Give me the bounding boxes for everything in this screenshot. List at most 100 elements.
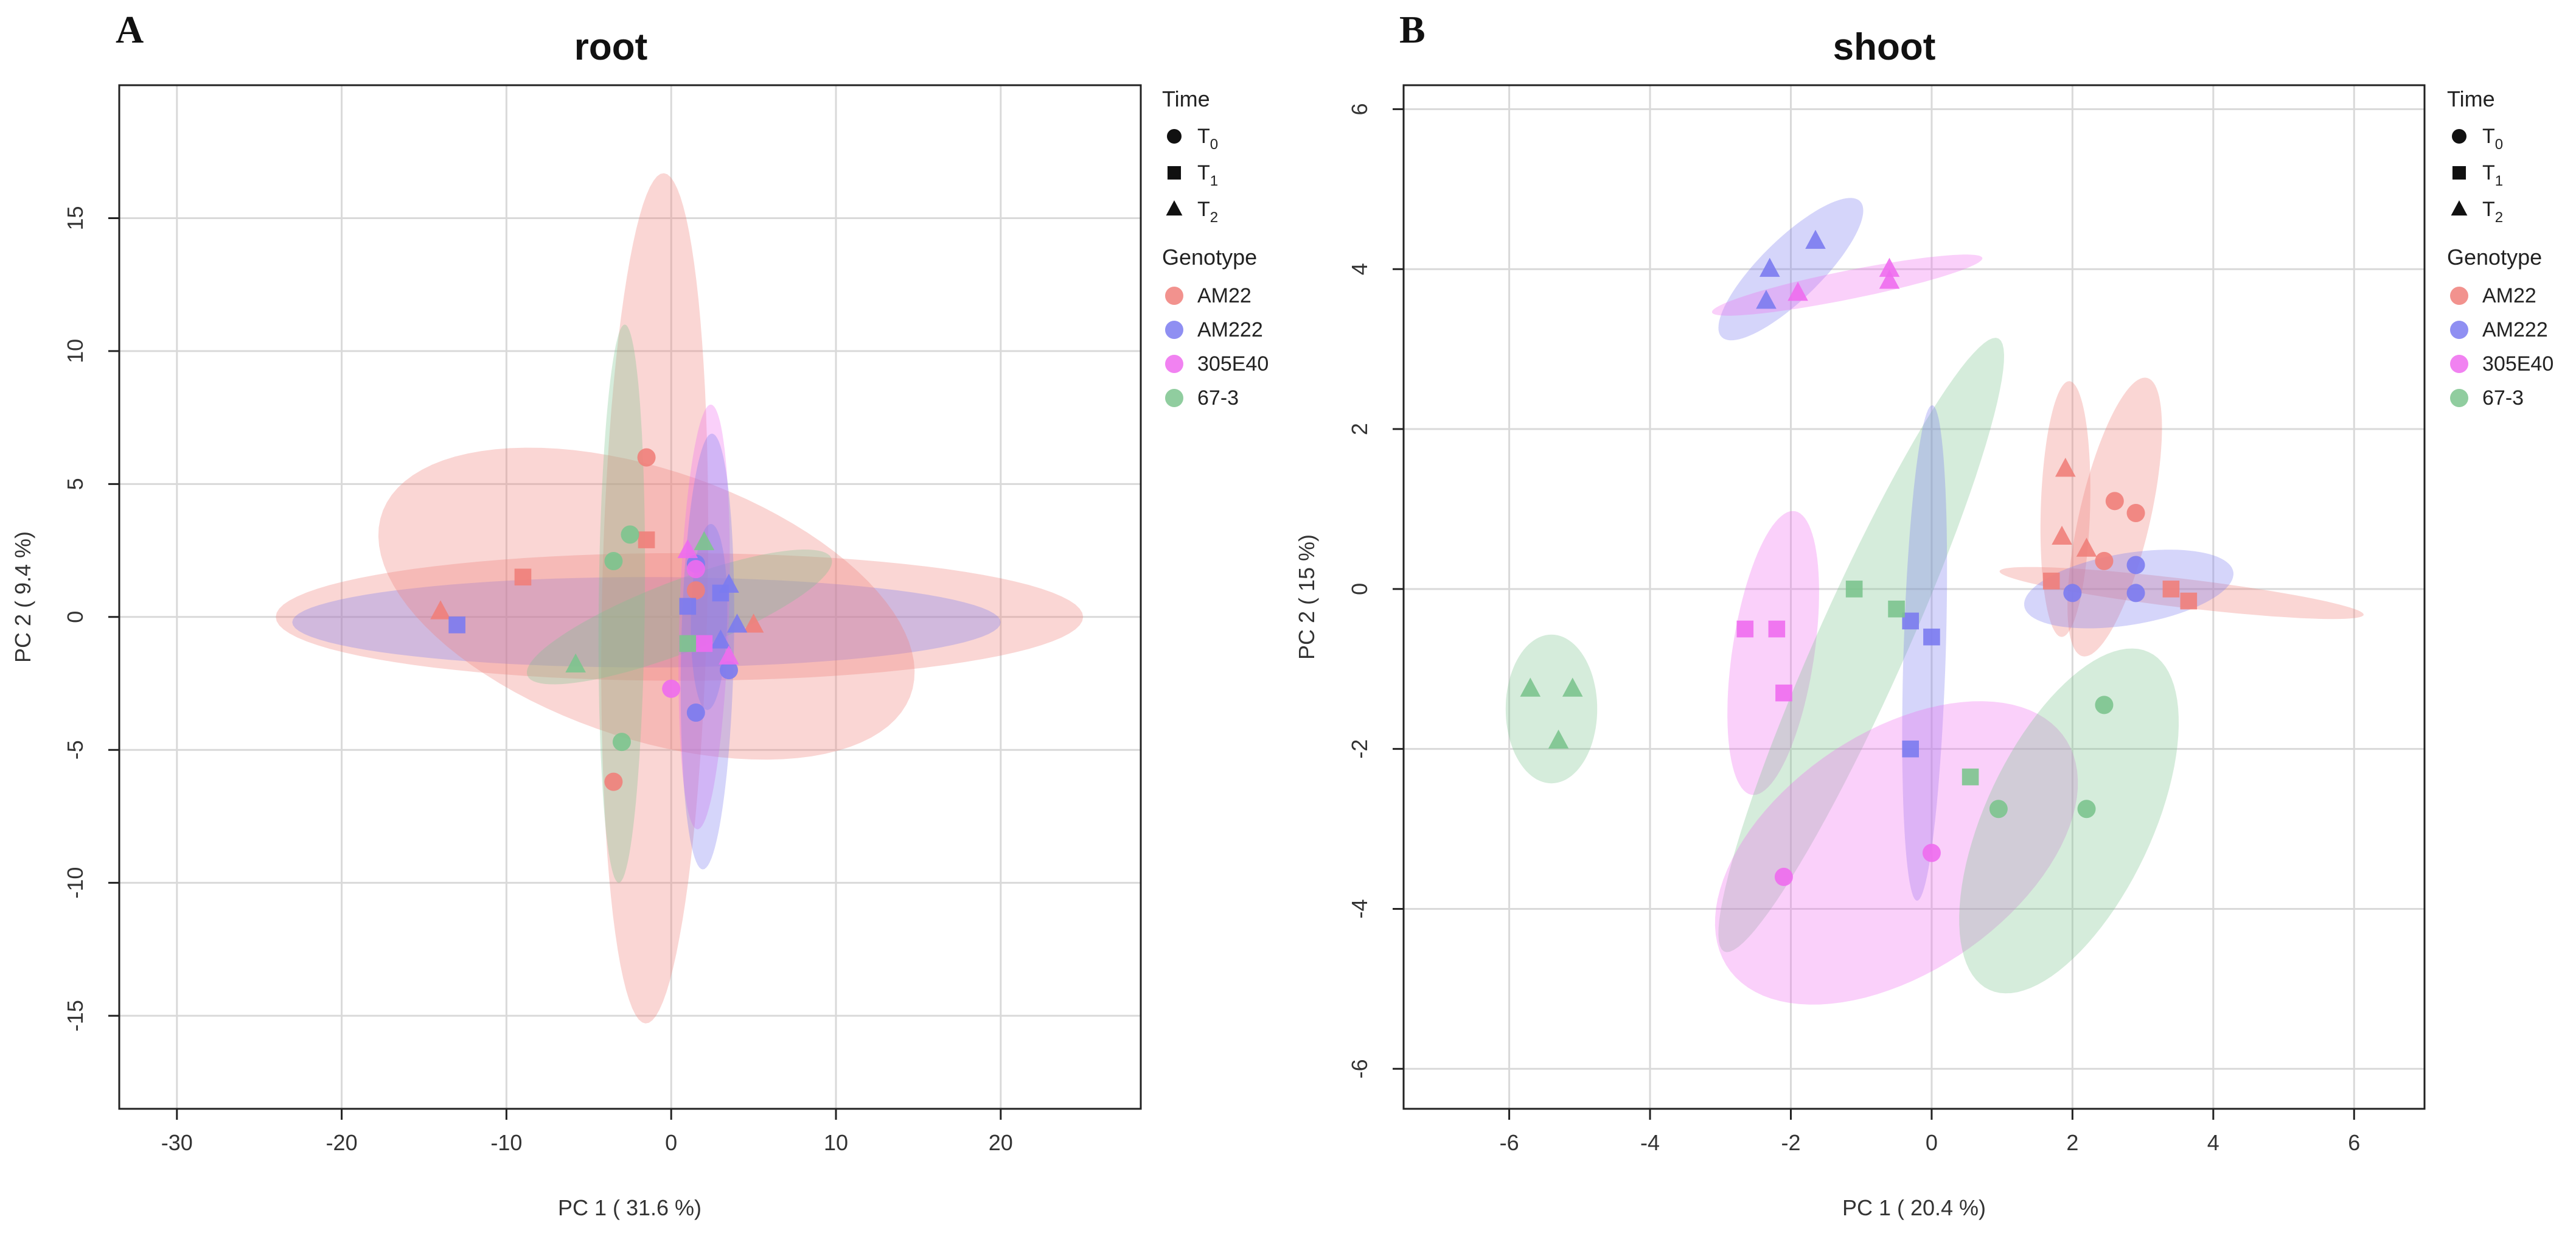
data-point-305e40-triangle bbox=[719, 645, 739, 665]
x-tick-label: 6 bbox=[2348, 1130, 2360, 1155]
y-tick-label: -5 bbox=[63, 740, 88, 759]
data-point-am222-circle bbox=[2063, 584, 2082, 602]
data-point-am22-triangle bbox=[2052, 525, 2072, 545]
legend-genotype-swatch bbox=[2450, 389, 2468, 407]
data-point-305e40-circle bbox=[662, 679, 681, 698]
data-point-305e40-triangle bbox=[1879, 270, 1900, 289]
data-point-am222-circle bbox=[2126, 556, 2145, 574]
data-point-am22-square bbox=[2042, 572, 2060, 590]
data-point-67-3-circle bbox=[604, 552, 623, 571]
data-point-67-3-triangle bbox=[565, 653, 586, 673]
ellipse-am22 bbox=[601, 173, 708, 1024]
x-axis-label-a: PC 1 ( 31.6 %) bbox=[558, 1195, 701, 1220]
legend-time-subscript: 0 bbox=[1210, 136, 1218, 153]
data-point-am22-triangle bbox=[430, 600, 451, 620]
legend-genotype-label: 305E40 bbox=[1197, 352, 1269, 375]
panel-letter-a: A bbox=[116, 8, 144, 51]
y-tick-label: 10 bbox=[63, 339, 88, 363]
legend-time-triangle-icon bbox=[1166, 200, 1183, 216]
data-point-am222-circle bbox=[686, 704, 705, 722]
x-tick-label: 10 bbox=[824, 1130, 848, 1155]
x-tick-label: -4 bbox=[1640, 1130, 1660, 1155]
legend-genotype-label: AM222 bbox=[2482, 318, 2548, 341]
data-point-67-3-square bbox=[1845, 581, 1863, 598]
legend-genotype-swatch bbox=[2450, 321, 2468, 339]
legend-time-square-icon bbox=[1167, 166, 1182, 180]
ellipse-am222 bbox=[1902, 405, 1948, 901]
ellipse-am22 bbox=[378, 447, 915, 760]
ellipse-305e40 bbox=[1727, 511, 1819, 795]
chart-title-shoot: shoot bbox=[1833, 26, 1936, 68]
ellipse-am222 bbox=[292, 577, 1001, 668]
data-point-am222-triangle bbox=[719, 573, 739, 593]
data-point-am222-circle bbox=[2126, 584, 2145, 602]
legend-genotype-swatch bbox=[1165, 389, 1183, 407]
data-point-305e40-circle bbox=[1922, 843, 1941, 862]
legend-genotype-label: AM22 bbox=[1197, 284, 1251, 307]
ellipse-67-3 bbox=[1505, 634, 1598, 784]
ellipse-67-3 bbox=[1718, 338, 2004, 952]
y-tick-label: -6 bbox=[1347, 1059, 1372, 1078]
data-point-am22-triangle bbox=[2055, 458, 2076, 477]
y-tick-label: -4 bbox=[1347, 899, 1372, 918]
data-point-am222-square bbox=[448, 616, 465, 634]
data-point-am222-square bbox=[1902, 740, 1920, 758]
x-tick-label: 4 bbox=[2207, 1130, 2219, 1155]
data-point-am222-square bbox=[1923, 628, 1940, 646]
ellipse-67-3 bbox=[598, 324, 646, 883]
data-point-67-3-circle bbox=[2077, 800, 2096, 819]
y-tick-label: 0 bbox=[1347, 583, 1372, 595]
y-tick-label: -2 bbox=[1347, 739, 1372, 759]
legend-genotype-label: 67-3 bbox=[2482, 386, 2524, 410]
data-point-67-3-square bbox=[1962, 768, 1979, 786]
data-point-am22-square bbox=[514, 568, 532, 586]
data-point-am22-circle bbox=[686, 581, 705, 600]
ellipse-305e40 bbox=[1714, 701, 2078, 1005]
legend-genotype-label: AM22 bbox=[2482, 284, 2536, 307]
data-point-67-3-triangle bbox=[1548, 729, 1569, 749]
legend-time-subscript: 1 bbox=[2495, 173, 2503, 189]
data-point-67-3-triangle bbox=[694, 531, 715, 551]
legend-genotype-title: Genotype bbox=[1162, 245, 1257, 270]
data-point-am22-square bbox=[638, 531, 655, 548]
data-point-am22-circle bbox=[637, 448, 656, 467]
plot-frame-b bbox=[1402, 84, 2426, 1110]
data-point-305e40-square bbox=[1768, 620, 1786, 638]
data-point-am22-circle bbox=[2126, 504, 2145, 523]
x-tick-label: 2 bbox=[2066, 1130, 2078, 1155]
data-point-305e40-triangle bbox=[1879, 257, 1900, 277]
data-point-am22-triangle bbox=[743, 613, 764, 633]
data-point-67-3-square bbox=[679, 635, 697, 652]
data-point-am222-triangle bbox=[726, 613, 748, 633]
y-tick-label: -10 bbox=[63, 867, 88, 899]
data-point-am222-triangle bbox=[1759, 257, 1780, 277]
legend-genotype-swatch bbox=[2450, 287, 2468, 305]
y-tick-label: 4 bbox=[1347, 263, 1372, 275]
data-point-am222-triangle bbox=[1805, 229, 1826, 249]
legend-time-subscript: 1 bbox=[1210, 173, 1218, 189]
legend-genotype-swatch bbox=[2450, 355, 2468, 373]
data-point-67-3-square bbox=[1888, 600, 1905, 618]
data-point-305e40-square bbox=[1775, 684, 1792, 702]
panel-b-shoot: B shoot -6 -4 -2 0 2 4 6 -6 -4 -2 0 2 4 6 PC 1 ( 20.4… bbox=[1294, 8, 2426, 1220]
legend-time-subscript: 2 bbox=[2495, 209, 2503, 226]
legend-genotype-swatch bbox=[1165, 287, 1183, 305]
x-axis-label-b: PC 1 ( 20.4 %) bbox=[1842, 1195, 1986, 1220]
data-point-am222-square bbox=[1902, 612, 1920, 630]
x-tick-label: -30 bbox=[161, 1130, 193, 1155]
y-tick-label: 5 bbox=[63, 478, 88, 490]
legend-genotype-label: AM222 bbox=[1197, 318, 1263, 341]
x-tick-label: 0 bbox=[665, 1130, 677, 1155]
legend-time-triangle-icon bbox=[2451, 200, 2468, 216]
legend-time-circle-icon bbox=[2452, 129, 2466, 144]
ellipse-am22 bbox=[2067, 377, 2162, 657]
ellipse-67-3 bbox=[1959, 648, 2179, 994]
ellipse-am222 bbox=[1718, 198, 1864, 341]
ellipse-305e40 bbox=[1711, 254, 1983, 316]
legend-time-square-icon bbox=[2452, 166, 2466, 180]
legend-genotype-label: 305E40 bbox=[2482, 352, 2553, 375]
panel-letter-b: B bbox=[1399, 8, 1426, 51]
data-point-305e40-square bbox=[695, 635, 713, 652]
data-point-am22-circle bbox=[2105, 492, 2124, 511]
